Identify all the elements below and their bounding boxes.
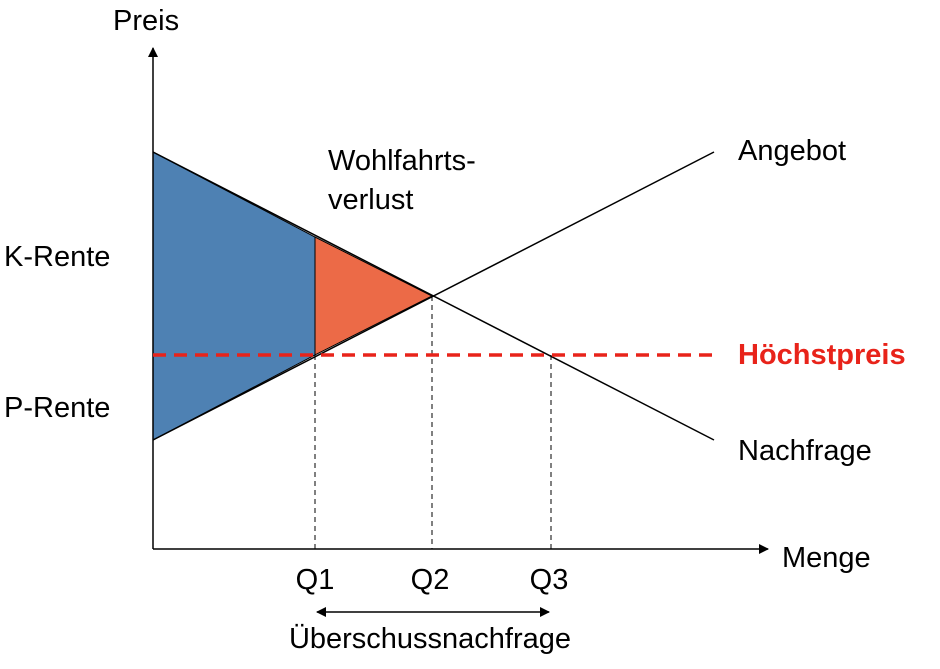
welfare-loss-area — [314, 236, 434, 356]
welfare-loss-label-line1: Wohlfahrts- — [328, 145, 476, 177]
y-axis-label: Preis — [113, 5, 179, 37]
q1-label: Q1 — [296, 564, 335, 596]
supply-curve-label: Angebot — [738, 135, 846, 167]
q2-label: Q2 — [411, 564, 450, 596]
consumer-surplus-label: K-Rente — [4, 241, 110, 273]
surplus-area — [152, 151, 316, 441]
supply-curve — [152, 151, 715, 441]
welfare-loss-label-line2: verlust — [328, 184, 413, 216]
excess-demand-label: Überschussnachfrage — [289, 623, 571, 655]
q3-label: Q3 — [530, 564, 569, 596]
demand-curve-label: Nachfrage — [738, 435, 872, 467]
producer-surplus-label: P-Rente — [4, 392, 110, 424]
price-ceiling-label: Höchstpreis — [738, 339, 906, 371]
x-axis-label: Menge — [782, 542, 871, 574]
